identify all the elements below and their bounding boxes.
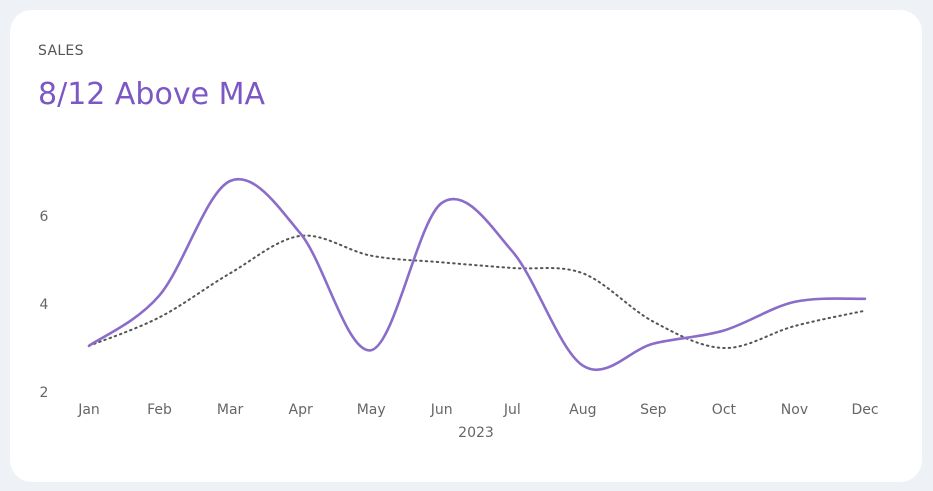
- x-tick-label: Mar: [217, 402, 244, 418]
- x-tick-label: Aug: [569, 402, 596, 418]
- card-label: SALES: [38, 43, 84, 59]
- x-tick-label: Feb: [147, 402, 172, 418]
- moving-average-line: [88, 234, 866, 350]
- x-tick-label: May: [357, 402, 386, 418]
- sales-card: SALES 8/12 Above MA: [10, 10, 922, 482]
- x-tick-label: Dec: [851, 402, 878, 418]
- x-tick-label: Sep: [640, 402, 667, 418]
- sales-line: [87, 177, 867, 372]
- x-tick-label: Jul: [503, 402, 521, 418]
- y-tick-label: 2: [40, 385, 49, 401]
- y-axis-ticks: 2 4 6: [40, 209, 49, 401]
- y-tick-label: 6: [40, 209, 49, 225]
- x-axis-ticks: Jan Feb Mar Apr May Jun Jul Aug Sep Oct Nov Dec: [77, 402, 878, 418]
- x-tick-label: Nov: [781, 402, 808, 418]
- x-tick-label: Jun: [430, 402, 453, 418]
- y-tick-label: 4: [40, 297, 49, 313]
- chart-series: [87, 177, 867, 372]
- x-axis-title: 2023: [458, 425, 494, 441]
- card-headline: 8/12 Above MA: [38, 77, 265, 112]
- x-tick-label: Oct: [712, 402, 737, 418]
- x-tick-label: Jan: [77, 402, 100, 418]
- x-tick-label: Apr: [289, 402, 313, 418]
